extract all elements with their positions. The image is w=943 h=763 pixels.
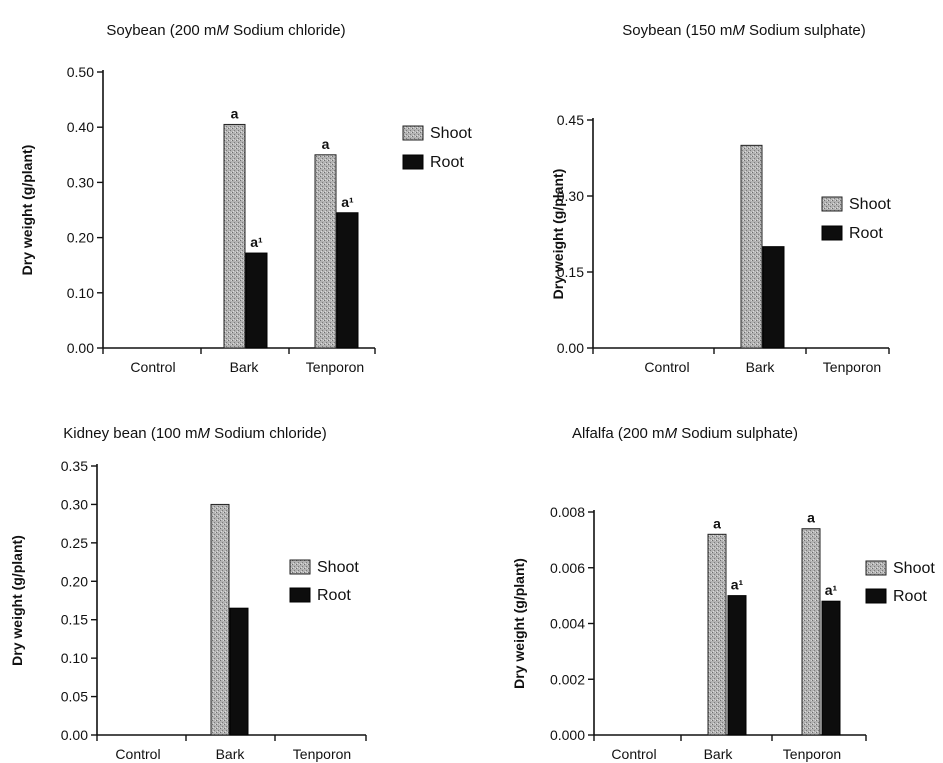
y-tick-label: 0.008 (550, 504, 585, 520)
legend-swatch-root (402, 154, 424, 170)
legend-swatch-root (865, 588, 887, 604)
y-tick-label: 0.00 (67, 340, 94, 356)
data-label: a (807, 510, 815, 526)
chart-title: Soybean (200 mM Sodium chloride) (106, 22, 345, 39)
x-tick-label: Control (115, 746, 160, 762)
y-tick-label: 0.50 (67, 64, 94, 80)
y-axis-label: Dry weight (g/plant) (19, 145, 35, 276)
x-tick-label: Control (611, 746, 656, 762)
y-tick-label: 0.20 (61, 573, 88, 589)
chart-panel-1: Soybean (200 mM Sodium chloride) Dry weig… (19, 22, 472, 375)
x-tick-label: Bark (230, 359, 260, 375)
y-tick-label: 0.00 (61, 727, 88, 743)
bar-root (336, 212, 359, 349)
y-tick-label: 0.004 (550, 616, 585, 632)
data-label: a¹ (825, 582, 838, 598)
chart-title: Alfalfa (200 mM Sodium sulphate) (572, 425, 798, 442)
data-label: a¹ (341, 194, 354, 210)
y-tick-label: 0.002 (550, 671, 585, 687)
legend-label-shoot: Shoot (317, 559, 359, 576)
y-tick-label: 0.05 (61, 689, 88, 705)
x-tick-label: Bark (746, 359, 776, 375)
legend-swatch-shoot (289, 559, 311, 575)
chart-panel-3: Kidney bean (100 mM Sodium chloride) Dry … (9, 425, 367, 762)
data-label: a¹ (250, 234, 263, 250)
bar-shoot (223, 123, 246, 349)
bar-root (762, 246, 785, 349)
legend-label-shoot: Shoot (849, 196, 891, 213)
legend-label-root: Root (317, 587, 351, 604)
chart-title: Kidney bean (100 mM Sodium chloride) (63, 425, 326, 442)
y-tick-label: 0.10 (67, 285, 94, 301)
legend-swatch-root (289, 587, 311, 603)
legend-label-root: Root (893, 588, 927, 605)
y-tick-label: 0.15 (557, 264, 584, 280)
y-tick-label: 0.30 (67, 174, 94, 190)
legend-label-shoot: Shoot (893, 560, 935, 577)
y-tick-label: 0.000 (550, 727, 585, 743)
legend: Shoot Root (402, 125, 472, 171)
data-label: a (322, 136, 330, 152)
x-tick-label: Control (644, 359, 689, 375)
x-tick-label: Tenporon (306, 359, 364, 375)
y-axis-label: Dry weight (g/plant) (550, 169, 566, 300)
y-tick-label: 0.25 (61, 535, 88, 551)
legend: Shoot Root (865, 560, 935, 605)
legend: Shoot Root (289, 559, 359, 604)
chart-title: Soybean (150 mM Sodium sulphate) (622, 22, 865, 39)
data-label: a¹ (731, 577, 744, 593)
legend-label-shoot: Shoot (430, 125, 472, 142)
y-tick-label: 0.006 (550, 560, 585, 576)
x-tick-label: Control (130, 359, 175, 375)
y-tick-label: 0.15 (61, 612, 88, 628)
y-tick-label: 0.30 (61, 496, 88, 512)
bar-root (727, 595, 747, 736)
chart-panel-2: Soybean (150 mM Sodium sulphate) Dry weig… (550, 22, 891, 375)
bar-root (821, 600, 841, 736)
data-label: a (713, 515, 721, 531)
legend-swatch-shoot (865, 560, 887, 576)
legend-label-root: Root (430, 154, 464, 171)
bar-shoot (801, 528, 821, 736)
legend: Shoot Root (821, 196, 891, 242)
y-tick-label: 0.20 (67, 230, 94, 246)
data-label: a (231, 105, 239, 121)
bar-shoot (707, 533, 727, 736)
y-axis-label: Dry weight (g/plant) (9, 535, 25, 666)
legend-swatch-shoot (402, 125, 424, 141)
y-tick-label: 0.00 (557, 340, 584, 356)
bar-shoot (314, 154, 337, 349)
bar-shoot (210, 503, 230, 736)
y-tick-label: 0.45 (557, 112, 584, 128)
x-tick-label: Bark (216, 746, 246, 762)
bar-root (229, 607, 249, 736)
y-tick-label: 0.40 (67, 119, 94, 135)
y-axis-label: Dry weight (g/plant) (511, 558, 527, 689)
x-tick-label: Tenporon (783, 746, 841, 762)
x-tick-label: Bark (704, 746, 734, 762)
y-tick-label: 0.30 (557, 188, 584, 204)
legend-swatch-shoot (821, 196, 843, 212)
y-tick-label: 0.10 (61, 650, 88, 666)
y-tick-label: 0.35 (61, 458, 88, 474)
bar-root (245, 252, 268, 349)
legend-label-root: Root (849, 225, 883, 242)
bar-shoot (740, 144, 763, 349)
legend-swatch-root (821, 225, 843, 241)
chart-panel-4: Alfalfa (200 mM Sodium sulphate) Dry weig… (511, 425, 935, 762)
x-tick-label: Tenporon (823, 359, 881, 375)
x-tick-label: Tenporon (293, 746, 351, 762)
